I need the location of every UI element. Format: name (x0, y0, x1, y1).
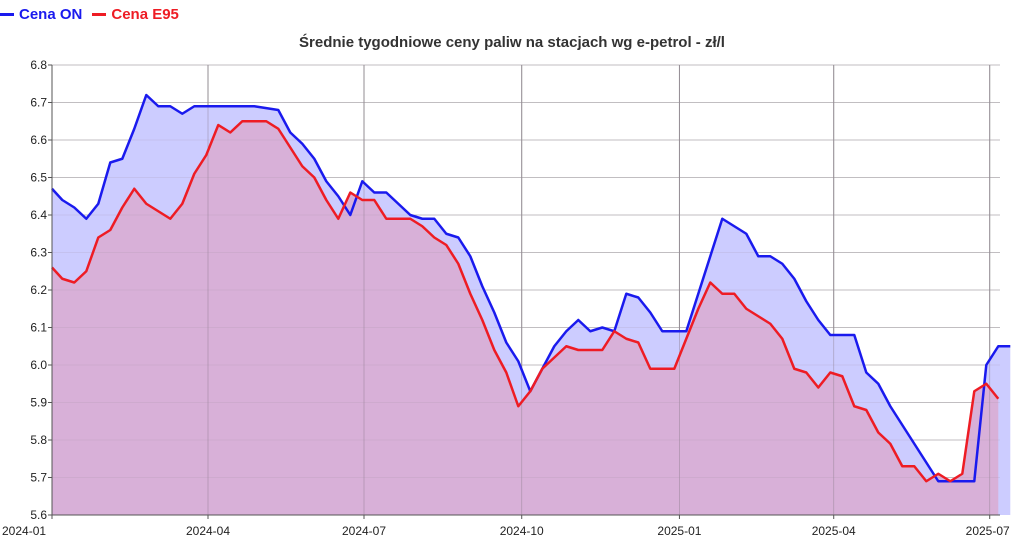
x-tick-label: 2024-07 (342, 524, 386, 538)
series-area-1 (52, 121, 999, 515)
legend-swatch-diesel (0, 12, 14, 16)
y-tick-label: 5.9 (30, 396, 47, 410)
y-tick-label: 6.8 (30, 58, 47, 72)
y-tick-label: 5.6 (30, 508, 47, 522)
legend-swatch-petrol (92, 12, 107, 16)
y-tick-label: 5.7 (30, 471, 47, 485)
y-tick-label: 6.4 (30, 208, 47, 222)
x-tick-label: 2024-01 (2, 524, 46, 538)
y-tick-label: 6.0 (30, 358, 47, 372)
chart-title: Średnie tygodniowe ceny paliw na stacjac… (299, 34, 725, 51)
legend-item-petrol[interactable]: Cena E95 (92, 6, 179, 23)
y-tick-label: 6.5 (30, 171, 47, 185)
series-line-1 (51, 120, 1000, 483)
legend-label-diesel: Cena ON (19, 5, 83, 23)
x-tick-label: 2025-01 (657, 524, 701, 538)
x-tick-label: 2024-04 (186, 524, 230, 538)
y-tick-label: 6.1 (30, 321, 47, 335)
legend: Cena ON Cena E95 (0, 2, 189, 26)
y-tick-label: 5.8 (30, 433, 47, 447)
y-tick-label: 6.6 (30, 133, 47, 147)
x-tick-label: 2025-07 (966, 524, 1010, 538)
x-tick-label: 2024-10 (500, 524, 544, 538)
y-tick-label: 6.7 (30, 96, 47, 110)
legend-item-diesel[interactable]: Cena ON (0, 6, 82, 23)
x-tick-label: 2025-04 (812, 524, 856, 538)
y-tick-label: 6.2 (30, 283, 47, 297)
y-tick-label: 6.3 (30, 246, 47, 260)
legend-label-petrol: Cena E95 (111, 5, 179, 23)
